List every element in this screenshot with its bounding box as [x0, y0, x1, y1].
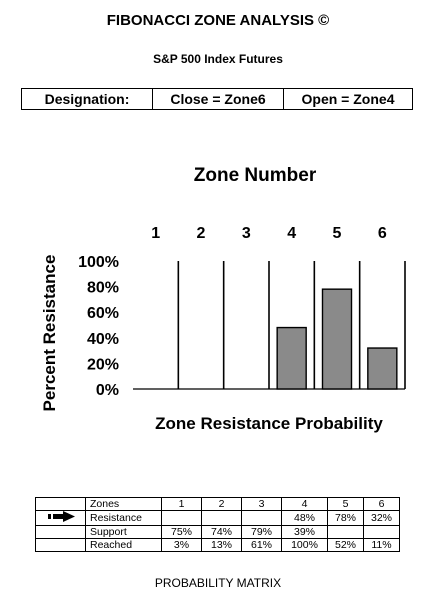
- y-axis-label: Percent Resistance: [40, 255, 59, 412]
- matrix-row-reached: Reached 3% 13% 61% 100% 52% 11%: [35, 538, 400, 552]
- matrix-row-resistance: Resistance 48% 78% 32%: [35, 510, 400, 526]
- matrix-row-label: Support: [85, 525, 162, 539]
- bar: [321, 288, 353, 390]
- chart-title: Zone Number: [194, 165, 317, 186]
- matrix-cell: 3%: [161, 538, 202, 552]
- zone-tick-label: 4: [287, 225, 296, 242]
- matrix-header-zone: 3: [241, 497, 282, 511]
- matrix-header-zone: 4: [281, 497, 328, 511]
- matrix-cell: 74%: [201, 525, 242, 539]
- matrix-cell: [327, 525, 364, 539]
- designation-close: Close = Zone6: [152, 89, 283, 109]
- matrix-cell: [241, 510, 282, 526]
- matrix-cell: 75%: [161, 525, 202, 539]
- matrix-cell: 13%: [201, 538, 242, 552]
- page-subtitle: S&P 500 Index Futures: [153, 52, 283, 66]
- matrix-cell: 39%: [281, 525, 328, 539]
- matrix-cell: 79%: [241, 525, 282, 539]
- matrix-header-zone: 2: [201, 497, 242, 511]
- y-tick-label: 40%: [87, 331, 119, 348]
- y-tick-label: 60%: [87, 305, 119, 322]
- matrix-cell: 32%: [363, 510, 400, 526]
- bar: [276, 326, 307, 390]
- matrix-cell: 11%: [363, 538, 400, 552]
- zone-tick-label: 6: [378, 225, 387, 242]
- zone-tick-label: 5: [333, 225, 342, 242]
- matrix-row-label: Resistance: [85, 510, 162, 526]
- matrix-blank-cell: [35, 525, 86, 539]
- matrix-header-row: Zones 1 2 3 4 5 6: [35, 497, 400, 511]
- zone-tick-label: 2: [197, 225, 206, 242]
- matrix-header-zones: Zones: [85, 497, 162, 511]
- y-tick-label: 100%: [78, 254, 119, 271]
- matrix-row-label: Reached: [85, 538, 162, 552]
- designation-label: Designation:: [44, 91, 130, 107]
- designation-open: Open = Zone4: [283, 89, 412, 109]
- matrix-header-zone: 1: [161, 497, 202, 511]
- matrix-row-support: Support 75% 74% 79% 39%: [35, 525, 400, 539]
- zone-tick-label: 3: [242, 225, 251, 242]
- matrix-cell: 78%: [327, 510, 364, 526]
- bar: [367, 347, 398, 390]
- y-tick-label: 80%: [87, 280, 119, 297]
- matrix-cell: [363, 525, 400, 539]
- matrix-caption: PROBABILITY MATRIX: [154, 576, 282, 590]
- y-tick-label: 20%: [87, 356, 119, 373]
- matrix-cell: 100%: [281, 538, 328, 552]
- matrix-header-zone: 5: [327, 497, 364, 511]
- matrix-cell: [161, 510, 202, 526]
- matrix-cell: 52%: [327, 538, 364, 552]
- page-title: FIBONACCI ZONE ANALYSIS ©: [106, 12, 330, 29]
- matrix-cell: [201, 510, 242, 526]
- matrix-blank-cell: [35, 538, 86, 552]
- matrix-cell: 48%: [281, 510, 328, 526]
- matrix-corner-cell: [35, 497, 86, 511]
- designation-box: Designation: Close = Zone6 Open = Zone4: [21, 88, 413, 110]
- y-tick-label: 0%: [96, 382, 119, 399]
- arrow-icon: [35, 510, 86, 526]
- probability-matrix: Zones 1 2 3 4 5 6 Resistance 48% 78% 32%: [35, 497, 400, 552]
- matrix-header-zone: 6: [363, 497, 400, 511]
- matrix-cell: 61%: [241, 538, 282, 552]
- zone-tick-label: 1: [151, 225, 160, 242]
- x-axis-label: Zone Resistance Probability: [155, 414, 383, 433]
